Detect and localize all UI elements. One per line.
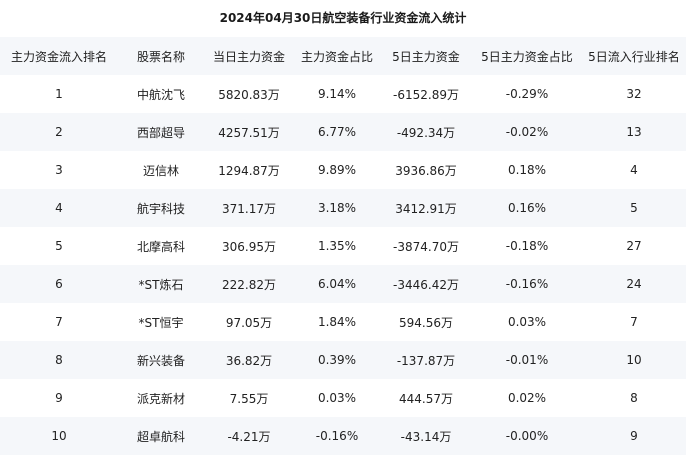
table-row: 10 超卓航科 -4.21万 -0.16% -43.14万 -0.00% 9 <box>0 417 686 455</box>
table-row: 7 *ST恒宇 97.05万 1.84% 594.56万 0.03% 7 <box>0 303 686 341</box>
5day-main-capital-cell: -6152.89万 <box>393 87 459 102</box>
5day-industry-rank-cell: 32 <box>626 87 642 101</box>
5day-industry-rank-cell: 24 <box>626 277 642 291</box>
rank-cell: 1 <box>55 87 63 101</box>
5day-main-capital-ratio-cell: 0.16% <box>507 201 547 215</box>
5day-main-capital-ratio-cell: -0.01% <box>505 353 549 367</box>
main-capital-ratio-cell: 1.84% <box>317 315 357 329</box>
daily-main-capital-cell: 306.95万 <box>222 239 276 254</box>
stock-name-cell: *ST炼石 <box>138 277 184 292</box>
5day-industry-rank-cell: 8 <box>630 391 638 405</box>
5day-industry-rank-cell: 4 <box>630 163 638 177</box>
main-capital-ratio-cell: 3.18% <box>317 201 357 215</box>
rank-cell: 4 <box>55 201 63 215</box>
5day-main-capital-cell: -3446.42万 <box>393 277 459 292</box>
column-header-5day-main-capital-ratio: 5日主力资金占比 <box>481 49 573 64</box>
stock-name-cell: 超卓航科 <box>136 429 185 444</box>
daily-main-capital-cell: 5820.83万 <box>218 87 280 102</box>
table-row: 5 北摩高科 306.95万 1.35% -3874.70万 -0.18% 27 <box>0 227 686 265</box>
rank-cell: 5 <box>55 239 63 253</box>
main-capital-ratio-cell: -0.16% <box>315 429 359 443</box>
rank-cell: 6 <box>55 277 63 291</box>
table-header-row: 主力资金流入排名 股票名称 当日主力资金 主力资金占比 5日主力资金 5日主力资… <box>0 37 686 75</box>
main-capital-ratio-cell: 6.04% <box>317 277 357 291</box>
column-header-daily-main-capital: 当日主力资金 <box>212 49 285 64</box>
5day-main-capital-ratio-cell: 0.03% <box>507 315 547 329</box>
main-capital-ratio-cell: 6.77% <box>317 125 357 139</box>
table-title: 2024年04月30日航空装备行业资金流入统计 <box>219 11 467 25</box>
5day-main-capital-cell: 3412.91万 <box>395 201 457 216</box>
stock-name-cell: 派克新材 <box>136 391 185 406</box>
table-row: 3 迈信林 1294.87万 9.89% 3936.86万 0.18% 4 <box>0 151 686 189</box>
rank-cell: 2 <box>55 125 63 139</box>
column-header-5day-main-capital: 5日主力资金 <box>392 49 460 64</box>
main-capital-ratio-cell: 1.35% <box>317 239 357 253</box>
5day-main-capital-ratio-cell: -0.29% <box>505 87 549 101</box>
5day-main-capital-cell: -492.34万 <box>396 125 456 140</box>
5day-main-capital-cell: -137.87万 <box>396 353 456 368</box>
5day-main-capital-cell: -43.14万 <box>400 429 452 444</box>
main-capital-ratio-cell: 9.14% <box>317 87 357 101</box>
main-capital-ratio-cell: 0.03% <box>317 391 357 405</box>
5day-main-capital-cell: -3874.70万 <box>393 239 459 254</box>
daily-main-capital-cell: 371.17万 <box>222 201 276 216</box>
main-capital-ratio-cell: 0.39% <box>317 353 357 367</box>
table-row: 1 中航沈飞 5820.83万 9.14% -6152.89万 -0.29% 32 <box>0 75 686 113</box>
5day-main-capital-ratio-cell: -0.02% <box>505 125 549 139</box>
table-row: 2 西部超导 4257.51万 6.77% -492.34万 -0.02% 13 <box>0 113 686 151</box>
5day-industry-rank-cell: 9 <box>630 429 638 443</box>
5day-industry-rank-cell: 5 <box>630 201 638 215</box>
daily-main-capital-cell: 36.82万 <box>225 353 273 368</box>
main-capital-ratio-cell: 9.89% <box>317 163 357 177</box>
5day-main-capital-ratio-cell: 0.02% <box>507 391 547 405</box>
stock-name-cell: *ST恒宇 <box>138 315 184 330</box>
daily-main-capital-cell: 222.82万 <box>222 277 276 292</box>
column-header-main-capital-ratio: 主力资金占比 <box>300 49 373 64</box>
rank-cell: 8 <box>55 353 63 367</box>
capital-flow-table: 主力资金流入排名 股票名称 当日主力资金 主力资金占比 5日主力资金 5日主力资… <box>0 37 686 455</box>
5day-main-capital-cell: 594.56万 <box>399 315 453 330</box>
stock-name-cell: 迈信林 <box>142 163 179 178</box>
5day-main-capital-ratio-cell: -0.18% <box>505 239 549 253</box>
stock-name-cell: 西部超导 <box>136 125 185 140</box>
rank-cell: 7 <box>55 315 63 329</box>
table-row: 6 *ST炼石 222.82万 6.04% -3446.42万 -0.16% 24 <box>0 265 686 303</box>
daily-main-capital-cell: 7.55万 <box>229 391 269 406</box>
5day-industry-rank-cell: 27 <box>626 239 642 253</box>
5day-main-capital-ratio-cell: -0.00% <box>505 429 549 443</box>
column-header-stock-name: 股票名称 <box>136 49 185 64</box>
stock-name-cell: 北摩高科 <box>136 239 185 254</box>
table-row: 4 航宇科技 371.17万 3.18% 3412.91万 0.16% 5 <box>0 189 686 227</box>
5day-industry-rank-cell: 13 <box>626 125 642 139</box>
table-row: 8 新兴装备 36.82万 0.39% -137.87万 -0.01% 10 <box>0 341 686 379</box>
rank-cell: 10 <box>51 429 67 443</box>
table-body: 1 中航沈飞 5820.83万 9.14% -6152.89万 -0.29% 32 2 西部超导… <box>0 75 686 455</box>
daily-main-capital-cell: 1294.87万 <box>218 163 280 178</box>
5day-main-capital-ratio-cell: 0.18% <box>507 163 547 177</box>
daily-main-capital-cell: 97.05万 <box>225 315 273 330</box>
column-header-rank: 主力资金流入排名 <box>10 49 107 64</box>
stock-name-cell: 新兴装备 <box>136 353 185 368</box>
rank-cell: 9 <box>55 391 63 405</box>
5day-industry-rank-cell: 10 <box>626 353 642 367</box>
5day-industry-rank-cell: 7 <box>630 315 638 329</box>
table-row: 9 派克新材 7.55万 0.03% 444.57万 0.02% 8 <box>0 379 686 417</box>
5day-main-capital-cell: 444.57万 <box>399 391 453 406</box>
daily-main-capital-cell: -4.21万 <box>227 429 271 444</box>
5day-main-capital-ratio-cell: -0.16% <box>505 277 549 291</box>
rank-cell: 3 <box>55 163 63 177</box>
daily-main-capital-cell: 4257.51万 <box>218 125 280 140</box>
5day-main-capital-cell: 3936.86万 <box>395 163 457 178</box>
stock-name-cell: 中航沈飞 <box>136 87 185 102</box>
column-header-5day-industry-rank: 5日流入行业排名 <box>588 49 680 64</box>
stock-name-cell: 航宇科技 <box>136 201 185 216</box>
